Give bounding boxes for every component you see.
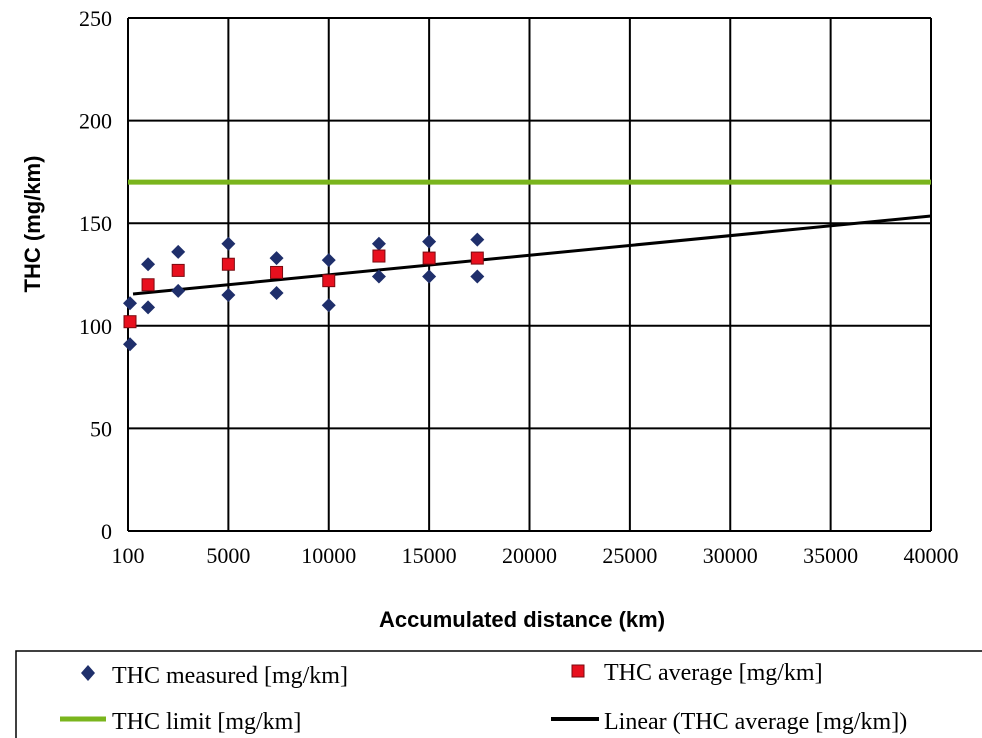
measured-point — [371, 236, 386, 251]
measured-point — [171, 283, 186, 298]
measured-point — [141, 257, 156, 272]
legend: THC measured [mg/km] THC average [mg/km]… — [15, 650, 982, 738]
average-point — [141, 278, 155, 292]
measured-point — [470, 232, 485, 247]
x-tick-label: 40000 — [904, 543, 959, 568]
average-point — [221, 257, 235, 271]
grid — [127, 17, 932, 532]
x-tick-label: 30000 — [703, 543, 758, 568]
measured-point — [221, 236, 236, 251]
y-axis-title: THC (mg/km) — [20, 156, 45, 293]
x-axis-title: Accumulated distance (km) — [379, 607, 665, 632]
plot-area — [123, 179, 932, 352]
measured-point — [123, 337, 138, 352]
average-point — [123, 315, 137, 329]
x-tick-label: 5000 — [206, 543, 250, 568]
average-point — [372, 249, 386, 263]
y-tick-label: 100 — [79, 314, 112, 339]
measured-point — [269, 251, 284, 266]
average-point — [422, 251, 436, 265]
average-point — [171, 263, 185, 277]
legend-box — [15, 650, 982, 738]
measured-point — [171, 244, 186, 259]
legend-label-limit: THC limit [mg/km] — [112, 709, 301, 735]
measured-point — [123, 296, 138, 311]
measured-point — [269, 285, 284, 300]
measured-point — [470, 269, 485, 284]
x-tick-label: 10000 — [301, 543, 356, 568]
legend-label-average: THC average [mg/km] — [604, 660, 823, 686]
y-tick-label: 250 — [79, 6, 112, 31]
y-tick-label: 200 — [79, 109, 112, 134]
measured-point — [422, 269, 437, 284]
axes: 0 50 100 150 200 250 100 5000 10000 15000 20000 250… — [79, 6, 959, 568]
average-point — [322, 274, 336, 288]
measured-point — [321, 253, 336, 268]
x-tick-label: 25000 — [602, 543, 657, 568]
legend-marker-diamond — [81, 665, 95, 681]
legend-marker-square — [571, 664, 585, 678]
measured-point — [321, 298, 336, 313]
legend-label-measured: THC measured [mg/km] — [112, 663, 348, 689]
x-tick-label: 100 — [112, 543, 145, 568]
average-point — [470, 251, 484, 265]
measured-point — [141, 300, 156, 315]
average-point — [270, 265, 284, 279]
y-tick-label: 50 — [90, 416, 112, 441]
measured-point — [221, 288, 236, 303]
x-tick-label: 20000 — [502, 543, 557, 568]
x-tick-label: 15000 — [402, 543, 457, 568]
measured-point — [422, 234, 437, 249]
legend-label-linear: Linear (THC average [mg/km]) — [604, 709, 907, 735]
y-tick-label: 150 — [79, 211, 112, 236]
x-tick-label: 35000 — [803, 543, 858, 568]
trend-line — [132, 214, 932, 296]
y-tick-label: 0 — [101, 519, 112, 544]
measured-point — [371, 269, 386, 284]
